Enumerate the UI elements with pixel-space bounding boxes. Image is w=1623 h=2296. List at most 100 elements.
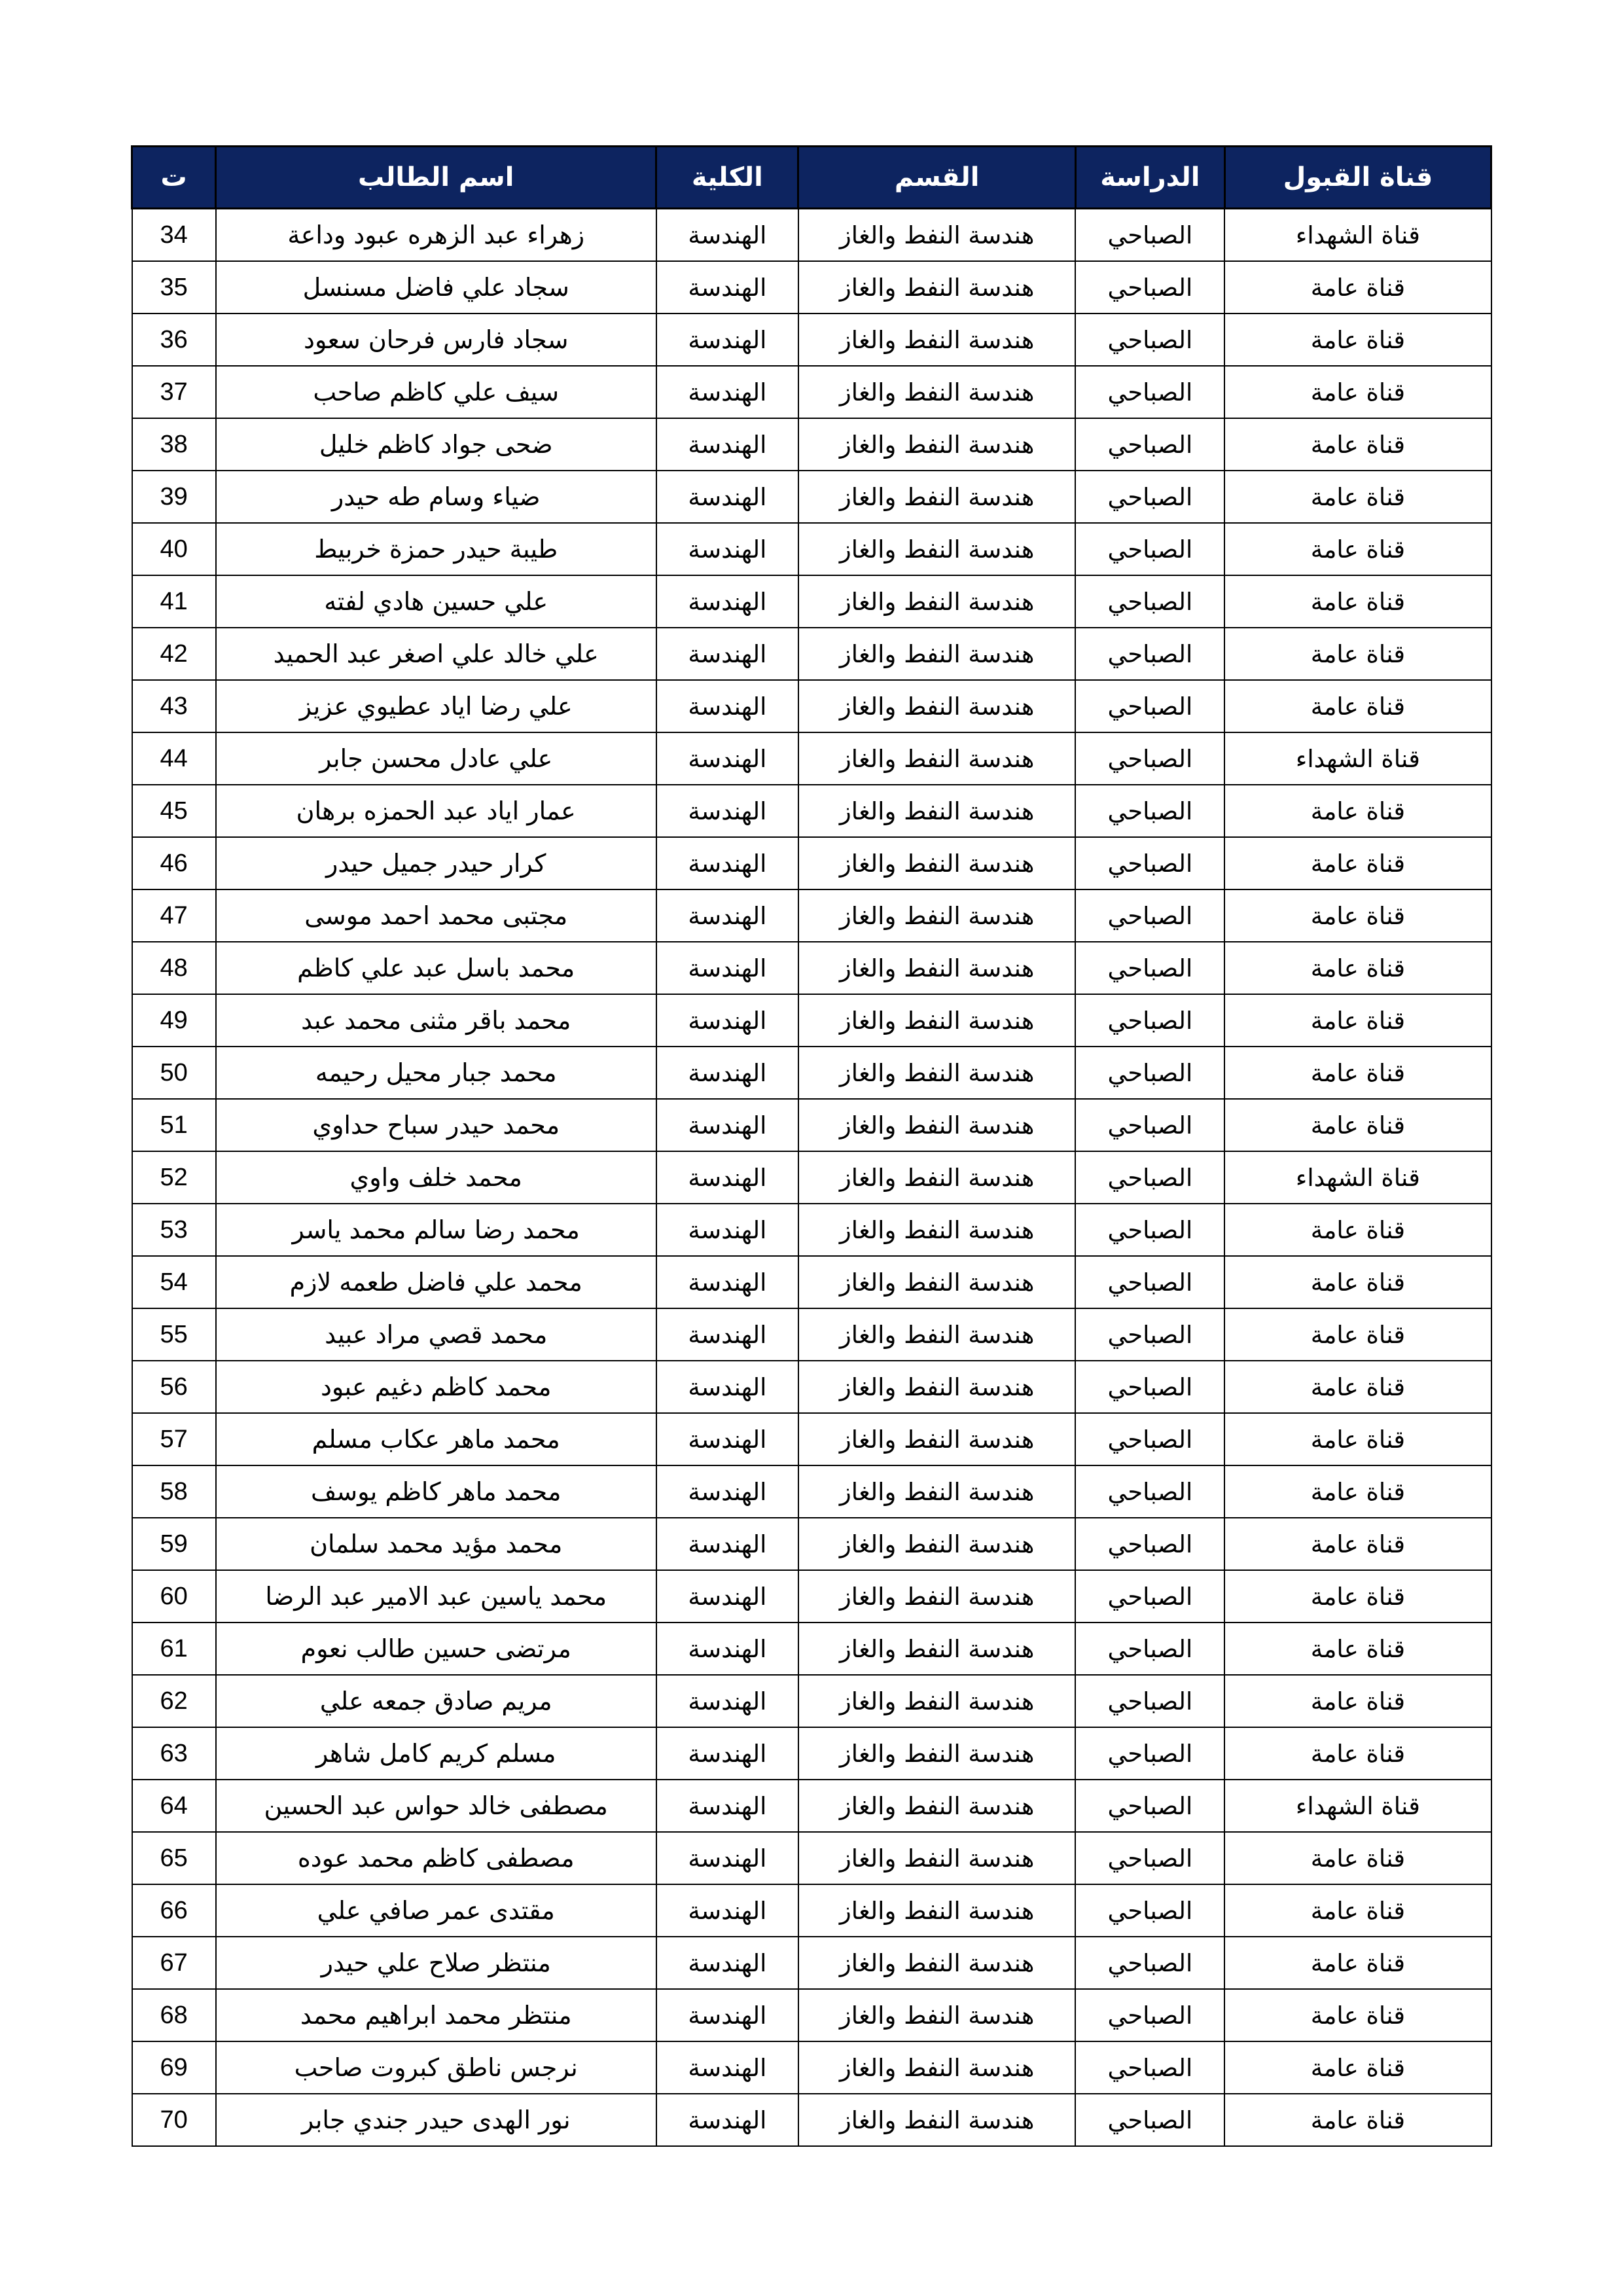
cell-student-name: محمد ماهر عكاب مسلم: [215, 1412, 657, 1466]
cell-student-name: نرجس ناطق كبروت صاحب: [215, 2041, 657, 2094]
cell-college: الهندسة: [655, 784, 799, 838]
cell-index: 41: [131, 575, 217, 628]
cell-department: هندسة النفط والغاز: [797, 313, 1077, 367]
cell-channel: قناة عامة: [1224, 2041, 1492, 2094]
table-row: قناة عامة الصباحي هندسة النفط والغاز الهندس…: [131, 1098, 1492, 1152]
cell-study: الصباحي: [1075, 1412, 1226, 1466]
cell-department: هندسة النفط والغاز: [797, 1046, 1077, 1100]
cell-department: هندسة النفط والغاز: [797, 836, 1077, 890]
cell-department: هندسة النفط والغاز: [797, 1308, 1077, 1361]
cell-department: هندسة النفط والغاز: [797, 2093, 1077, 2147]
cell-student-name: محمد باقر مثنى محمد عبد: [215, 994, 657, 1047]
cell-department: هندسة النفط والغاز: [797, 941, 1077, 995]
cell-college: الهندسة: [655, 1360, 799, 1414]
cell-college: الهندسة: [655, 679, 799, 733]
table-row: قناة عامة الصباحي هندسة النفط والغاز الهندس…: [131, 418, 1492, 471]
table-row: قناة عامة الصباحي هندسة النفط والغاز الهندس…: [131, 889, 1492, 942]
cell-student-name: مريم صادق جمعه علي: [215, 1674, 657, 1728]
cell-department: هندسة النفط والغاز: [797, 1674, 1077, 1728]
cell-student-name: سجاد فارس فرحان سعود: [215, 313, 657, 367]
cell-channel: قناة عامة: [1224, 365, 1492, 419]
cell-college: الهندسة: [655, 1988, 799, 2042]
column-header-index: ت: [130, 145, 217, 209]
table-row: قناة عامة الصباحي هندسة النفط والغاز الهندس…: [131, 627, 1492, 681]
cell-index: 58: [131, 1465, 217, 1518]
table-row: قناة عامة الصباحي هندسة النفط والغاز الهندس…: [131, 1517, 1492, 1571]
cell-index: 36: [131, 313, 217, 367]
cell-study: الصباحي: [1075, 313, 1226, 367]
table-row: قناة عامة الصباحي هندسة النفط والغاز الهندس…: [131, 1203, 1492, 1257]
cell-study: الصباحي: [1075, 1779, 1226, 1833]
cell-college: الهندسة: [655, 1936, 799, 1990]
cell-college: الهندسة: [655, 1727, 799, 1780]
cell-department: هندسة النفط والغاز: [797, 1831, 1077, 1885]
cell-index: 37: [131, 365, 217, 419]
cell-student-name: مسلم كريم كامل شاهر: [215, 1727, 657, 1780]
cell-college: الهندسة: [655, 1570, 799, 1623]
cell-study: الصباحي: [1075, 207, 1226, 262]
table-row: قناة عامة الصباحي هندسة النفط والغاز الهندس…: [131, 1308, 1492, 1361]
table-row: قناة عامة الصباحي هندسة النفط والغاز الهندس…: [131, 1727, 1492, 1780]
cell-channel: قناة عامة: [1224, 1884, 1492, 1937]
cell-department: هندسة النفط والغاز: [797, 1570, 1077, 1623]
cell-student-name: محمد ماهر كاظم يوسف: [215, 1465, 657, 1518]
cell-department: هندسة النفط والغاز: [797, 679, 1077, 733]
cell-index: 61: [131, 1622, 217, 1676]
column-header-college: الكلية: [655, 145, 800, 209]
cell-study: الصباحي: [1075, 1988, 1226, 2042]
cell-channel: قناة عامة: [1224, 679, 1492, 733]
cell-channel: قناة عامة: [1224, 1255, 1492, 1309]
cell-college: الهندسة: [655, 365, 799, 419]
cell-index: 59: [131, 1517, 217, 1571]
cell-index: 54: [131, 1255, 217, 1309]
cell-student-name: علي خالد علي اصغر عبد الحميد: [215, 627, 657, 681]
cell-channel: قناة عامة: [1224, 994, 1492, 1047]
cell-study: الصباحي: [1075, 470, 1226, 524]
table-row: قناة الشهداء الصباحي هندسة النفط والغاز اله…: [131, 1151, 1492, 1204]
cell-study: الصباحي: [1075, 1360, 1226, 1414]
cell-college: الهندسة: [655, 1046, 799, 1100]
cell-study: الصباحي: [1075, 365, 1226, 419]
cell-channel: قناة عامة: [1224, 1936, 1492, 1990]
table-row: قناة عامة الصباحي هندسة النفط والغاز الهندس…: [131, 1831, 1492, 1885]
column-header-study: الدراسة: [1074, 145, 1226, 209]
cell-index: 65: [131, 1831, 217, 1885]
cell-department: هندسة النفط والغاز: [797, 1727, 1077, 1780]
cell-student-name: عمار اياد عبد الحمزه برهان: [215, 784, 657, 838]
cell-index: 50: [131, 1046, 217, 1100]
cell-department: هندسة النفط والغاز: [797, 470, 1077, 524]
cell-channel: قناة عامة: [1224, 941, 1492, 995]
table-row: قناة عامة الصباحي هندسة النفط والغاز الهندس…: [131, 1255, 1492, 1309]
cell-college: الهندسة: [655, 575, 799, 628]
cell-college: الهندسة: [655, 260, 799, 314]
cell-index: 49: [131, 994, 217, 1047]
table-body: قناة الشهداء الصباحي هندسة النفط والغاز اله…: [131, 207, 1492, 2147]
cell-department: هندسة النفط والغاز: [797, 784, 1077, 838]
cell-department: هندسة النفط والغاز: [797, 627, 1077, 681]
cell-study: الصباحي: [1075, 1203, 1226, 1257]
cell-study: الصباحي: [1075, 2041, 1226, 2094]
cell-college: الهندسة: [655, 207, 799, 262]
cell-channel: قناة عامة: [1224, 1046, 1492, 1100]
cell-study: الصباحي: [1075, 1570, 1226, 1623]
cell-channel: قناة عامة: [1224, 1727, 1492, 1780]
cell-department: هندسة النفط والغاز: [797, 1936, 1077, 1990]
table-header-row: قناة القبول الدراسة القسم الكلية اسم الط…: [130, 145, 1493, 209]
cell-study: الصباحي: [1075, 941, 1226, 995]
cell-study: الصباحي: [1075, 732, 1226, 785]
cell-channel: قناة عامة: [1224, 1570, 1492, 1623]
roster-table-wrapper: قناة القبول الدراسة القسم الكلية اسم الط…: [130, 145, 1493, 2147]
cell-college: الهندسة: [655, 941, 799, 995]
cell-student-name: مجتبى محمد احمد موسى: [215, 889, 657, 942]
cell-study: الصباحي: [1075, 1046, 1226, 1100]
cell-index: 34: [131, 207, 217, 262]
cell-channel: قناة عامة: [1224, 1360, 1492, 1414]
table-row: قناة عامة الصباحي هندسة النفط والغاز الهندس…: [131, 1412, 1492, 1466]
table-row: قناة عامة الصباحي هندسة النفط والغاز الهندس…: [131, 1465, 1492, 1518]
cell-study: الصباحي: [1075, 889, 1226, 942]
cell-channel: قناة عامة: [1224, 522, 1492, 576]
cell-student-name: كرار حيدر جميل حيدر: [215, 836, 657, 890]
cell-department: هندسة النفط والغاز: [797, 260, 1077, 314]
cell-index: 64: [131, 1779, 217, 1833]
table-row: قناة الشهداء الصباحي هندسة النفط والغاز اله…: [131, 1779, 1492, 1833]
